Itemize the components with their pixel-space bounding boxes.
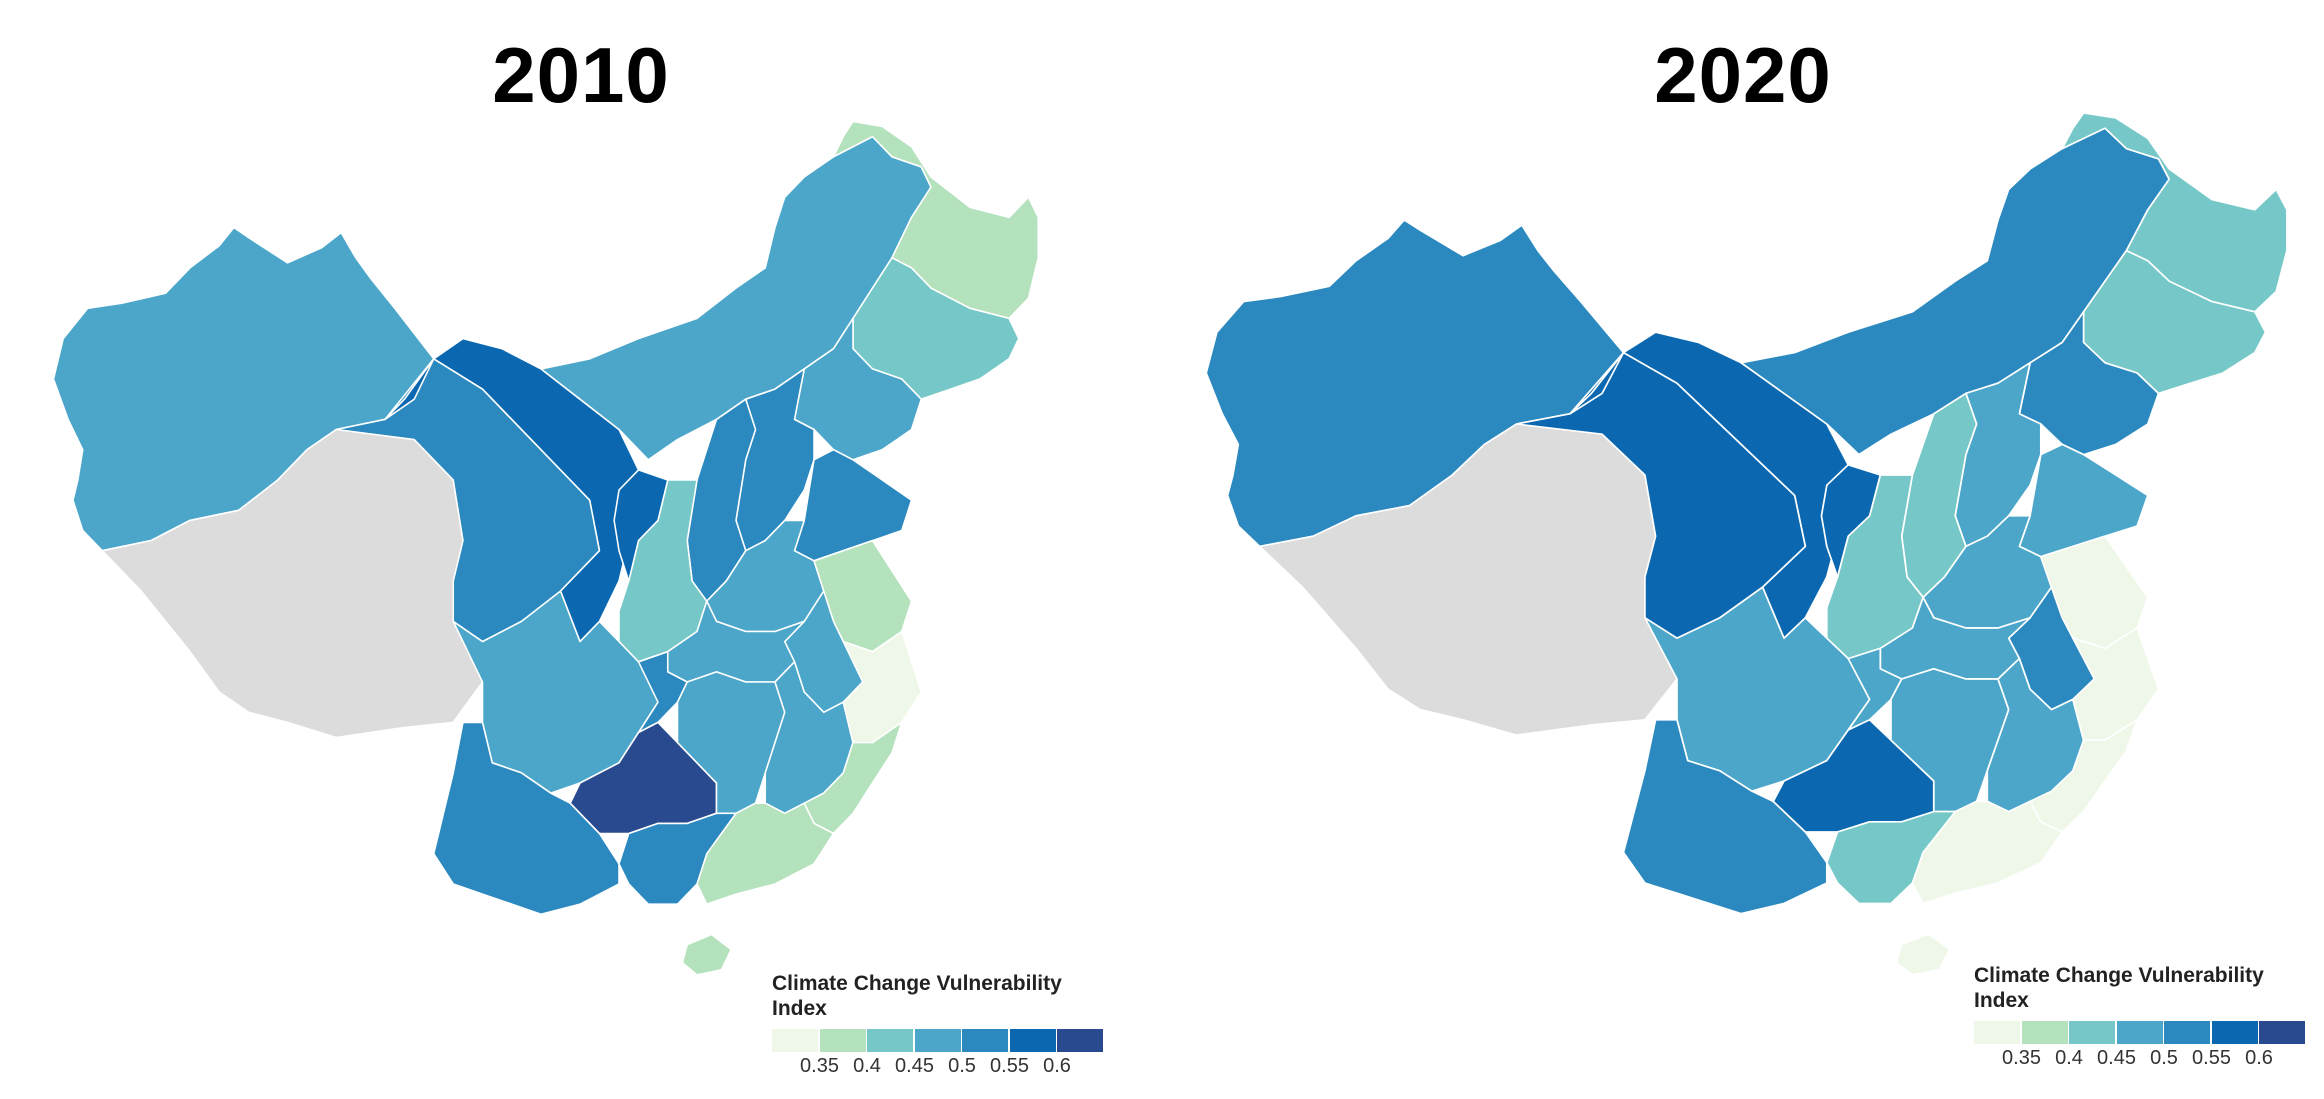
- map-panel-2020: 2020 Climate Change Vulnerability Index …: [1162, 0, 2324, 1099]
- legend-swatch: [1057, 1029, 1103, 1052]
- province-hainan: [1895, 933, 1951, 976]
- province-guangxi: [618, 812, 737, 906]
- province-yunnan: [432, 721, 620, 916]
- legend-title: Climate Change Vulnerability Index: [772, 972, 1062, 1020]
- legend-title: Climate Change Vulnerability Index: [1974, 964, 2264, 1012]
- legend-swatches: [772, 1029, 1105, 1052]
- legend-tick-label: 0.6: [2245, 1047, 2273, 1069]
- map-title-2010: 2010: [492, 31, 670, 119]
- legend-2010: Climate Change Vulnerability Index 0.35 0…: [772, 971, 1105, 1079]
- provinces-group: [52, 120, 1040, 976]
- legend-2020: Climate Change Vulnerability Index 0.35 0…: [1974, 963, 2307, 1071]
- province-heilongjiang: [2061, 112, 2288, 313]
- map-title-2020: 2020: [1654, 31, 1832, 119]
- legend-tick-label: 0.55: [990, 1055, 1029, 1077]
- province-ningxia: [1820, 463, 1882, 578]
- province-ningxia: [613, 469, 669, 582]
- legend-swatch: [2116, 1021, 2163, 1044]
- legend-tick-label: 0.55: [2192, 1047, 2231, 1069]
- legend-tick-label: 0.5: [948, 1055, 976, 1077]
- province-heilongjiang: [832, 120, 1040, 320]
- choropleth-map-2020: [1205, 112, 2288, 976]
- provinces-group: [1205, 112, 2288, 976]
- legend-tick-label: 0.5: [2150, 1047, 2178, 1069]
- legend-tick-label: 0.6: [1043, 1055, 1071, 1077]
- province-hainan: [681, 933, 732, 976]
- province-gansu: [384, 337, 640, 643]
- province-yunnan: [1622, 718, 1828, 915]
- province-guangxi: [1825, 810, 1957, 905]
- legend-tick-label: 0.35: [2002, 1047, 2041, 1069]
- legend-swatch: [819, 1029, 866, 1052]
- province-gansu: [1569, 331, 1850, 640]
- legend-swatch: [1009, 1029, 1056, 1052]
- legend-tick-label: 0.45: [895, 1055, 934, 1077]
- province-fujian: [803, 721, 903, 835]
- legend-swatch: [772, 1029, 818, 1052]
- legend-swatch: [867, 1029, 913, 1052]
- legend-swatches: [1974, 1021, 2307, 1044]
- legend-swatch: [2164, 1021, 2210, 1044]
- choropleth-map-2010: [52, 120, 1040, 976]
- legend-ticks: 0.35 0.4 0.45 0.5 0.55 0.6: [772, 1055, 1105, 1079]
- legend-swatch: [2021, 1021, 2068, 1044]
- legend-ticks: 0.35 0.4 0.45 0.5 0.55 0.6: [1974, 1047, 2307, 1071]
- map-panel-2010: 2010 Climate Change Vulnerability Index …: [52, 31, 1105, 1079]
- legend-swatch: [1974, 1021, 2020, 1044]
- legend-tick-label: 0.35: [800, 1055, 839, 1077]
- legend-tick-label: 0.45: [2097, 1047, 2136, 1069]
- legend-swatch: [2211, 1021, 2258, 1044]
- legend-tick-label: 0.4: [853, 1055, 881, 1077]
- legend-swatch: [2069, 1021, 2115, 1044]
- legend-swatch: [914, 1029, 961, 1052]
- legend-swatch: [962, 1029, 1008, 1052]
- province-fujian: [2029, 718, 2138, 833]
- legend-swatch: [2259, 1021, 2305, 1044]
- legend-tick-label: 0.4: [2055, 1047, 2083, 1069]
